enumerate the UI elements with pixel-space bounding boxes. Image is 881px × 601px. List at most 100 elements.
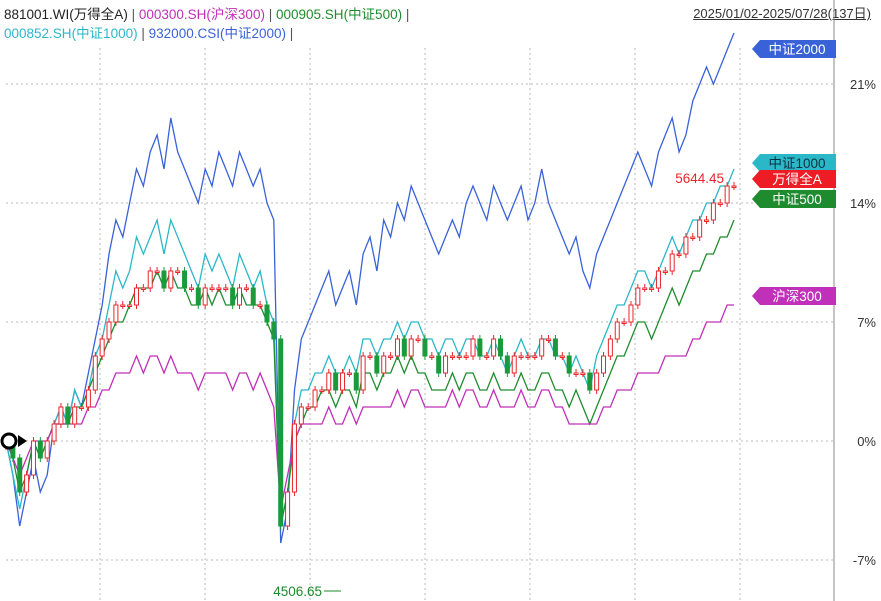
candle-body [710, 202, 716, 221]
candle-body [443, 355, 449, 374]
candle-body [601, 355, 607, 374]
candle-body [552, 338, 558, 357]
candle-body [580, 372, 586, 375]
candle-body [133, 287, 139, 306]
candle-body [546, 338, 552, 341]
candle-body [65, 406, 71, 425]
tag-wdqa-text: 万得全A [772, 171, 822, 187]
candle-body [408, 338, 414, 357]
candle-body [587, 372, 593, 391]
candle-body [216, 287, 222, 290]
date-range[interactable]: 2025/01/02-2025/07/28(137日) [693, 6, 871, 21]
candle-body [436, 355, 442, 374]
tag-zz500: 中证500 [752, 190, 836, 208]
candle-body [106, 321, 112, 340]
candle-body [85, 389, 91, 408]
y-tick-label: -7% [853, 553, 877, 568]
candle-body [195, 287, 201, 306]
candle-body [683, 236, 689, 255]
y-tick-label: 21% [850, 77, 876, 92]
candle-body [607, 338, 613, 357]
candle-body [230, 287, 236, 306]
tag-zz2000-bg [752, 40, 836, 58]
candle-body [237, 287, 243, 306]
candle-body [202, 287, 208, 306]
candle-body [271, 321, 277, 340]
candle-body [470, 338, 476, 357]
candle-body [79, 406, 85, 409]
candle-body [374, 355, 380, 374]
start-arrow-icon [18, 435, 27, 447]
legend-row-2: 000852.SH(中证1000) | 932000.CSI(中证2000) | [4, 22, 293, 42]
candle-body [147, 270, 153, 289]
candle-body [58, 406, 64, 425]
candle-body [717, 202, 723, 205]
tag-wdqa: 万得全A [752, 170, 836, 188]
legend-separator: | [141, 26, 145, 41]
start-marker-icon [0, 432, 18, 450]
candle-body [44, 440, 50, 459]
candle-body [724, 185, 730, 204]
candle-body [676, 253, 682, 256]
tag-zz1000-bg [752, 154, 836, 172]
candlestick-layer [3, 182, 737, 530]
candle-body [340, 372, 346, 391]
legend-zz2000[interactable]: 932000.CSI(中证2000) [148, 26, 287, 41]
candle-body [250, 287, 256, 306]
candle-body [635, 287, 641, 306]
legend-separator: | [268, 7, 273, 22]
candle-body [628, 304, 634, 323]
candle-body [559, 355, 565, 358]
candle-body [484, 355, 490, 358]
candle-body [655, 270, 661, 289]
candle-body [463, 355, 469, 358]
candle-body [697, 219, 703, 238]
candle-body [257, 304, 263, 307]
candle-body [394, 338, 400, 357]
candle-body [594, 372, 600, 391]
legend-zz500[interactable]: 000905.SH(中证500) [276, 7, 403, 22]
candle-body [264, 304, 270, 323]
candle-body [298, 406, 304, 425]
candle-body [319, 389, 325, 392]
candle-body [305, 406, 311, 409]
candle-body [477, 338, 483, 357]
series-line-hs300 [5, 304, 734, 510]
candle-body [449, 355, 455, 358]
candle-body [518, 355, 524, 358]
candle-body [291, 423, 297, 493]
last-value-label: 5644.45 [675, 171, 724, 186]
candle-body [333, 372, 339, 391]
candle-body [504, 355, 510, 374]
y-tick-label: 7% [857, 315, 876, 330]
tag-hs300-bg [752, 287, 836, 305]
series-layer [5, 32, 735, 544]
legend-zz1000[interactable]: 000852.SH(中证1000) [4, 26, 138, 41]
candle-body [429, 355, 435, 358]
candle-body [209, 287, 215, 290]
legend-hs300[interactable]: 000300.SH(沪深300) [138, 7, 265, 22]
candle-body [161, 270, 167, 289]
tag-hs300: 沪深300 [752, 287, 836, 305]
candle-body [621, 321, 627, 324]
legend-wdqa[interactable]: 881001.WI(万得全A) [4, 7, 128, 22]
candle-body [388, 355, 394, 358]
candle-body [731, 185, 737, 188]
candle-body [649, 287, 655, 290]
candle-body [140, 287, 146, 290]
candle-body [92, 355, 98, 391]
legend-row-1: 881001.WI(万得全A) | 000300.SH(沪深300) | 000… [4, 3, 409, 23]
legend-separator: | [131, 7, 136, 22]
candle-body [497, 338, 503, 357]
series-line-zz500 [5, 219, 735, 527]
candle-body [113, 304, 119, 323]
candle-body [525, 355, 531, 358]
candle-body [381, 355, 387, 374]
candle-body [37, 440, 43, 459]
candle-body [704, 219, 710, 222]
candle-body [30, 440, 36, 476]
tag-wdqa-bg [752, 170, 836, 188]
candle-body [491, 338, 497, 357]
candle-body [120, 304, 126, 307]
